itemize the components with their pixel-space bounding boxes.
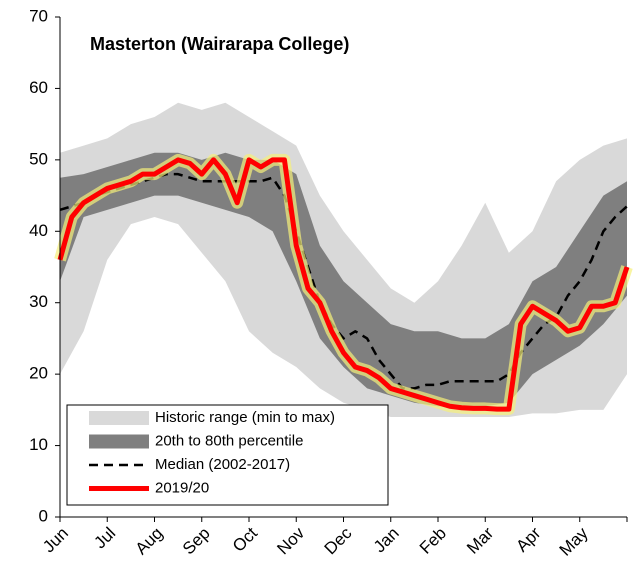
legend-label: Historic range (min to max)	[155, 409, 335, 426]
chart-title: Masterton (Wairarapa College)	[90, 34, 349, 54]
legend-label: Median (2002-2017)	[155, 456, 290, 473]
x-tick-label: Jan	[370, 524, 403, 557]
x-tick-label: Sep	[179, 524, 214, 559]
range-band	[60, 102, 627, 417]
x-tick-label: Nov	[273, 523, 308, 558]
y-tick-label: 40	[29, 221, 48, 240]
legend: Historic range (min to max) 20th to 80th …	[66, 404, 389, 506]
y-tick-label: 60	[29, 78, 48, 97]
x-tick-label: Jul	[90, 524, 119, 553]
line	[57, 157, 630, 412]
y-tick-label: 50	[29, 149, 48, 168]
x-tick-label: Apr	[512, 523, 544, 555]
y-tick-label: 70	[29, 6, 48, 25]
legend-swatch	[89, 434, 149, 449]
x-tick-label: Jun	[39, 524, 72, 557]
y-tick-label: 0	[39, 506, 48, 525]
legend-label: 20th to 80th percentile	[155, 432, 303, 449]
x-tick-label: Oct	[229, 523, 261, 555]
x-tick-label: May	[556, 523, 592, 559]
line	[59, 172, 628, 390]
x-tick-label: Feb	[416, 524, 450, 558]
x-tick-label: Aug	[132, 524, 167, 559]
y-tick-label: 30	[29, 292, 48, 311]
legend-swatch	[89, 411, 149, 425]
y-tick-label: 20	[29, 364, 48, 383]
range-band	[60, 152, 627, 407]
x-tick-label: Dec	[321, 523, 356, 558]
legend-label: 2019/20	[155, 479, 209, 496]
x-tick-label: Mar	[463, 523, 497, 557]
y-tick-label: 10	[29, 435, 48, 454]
